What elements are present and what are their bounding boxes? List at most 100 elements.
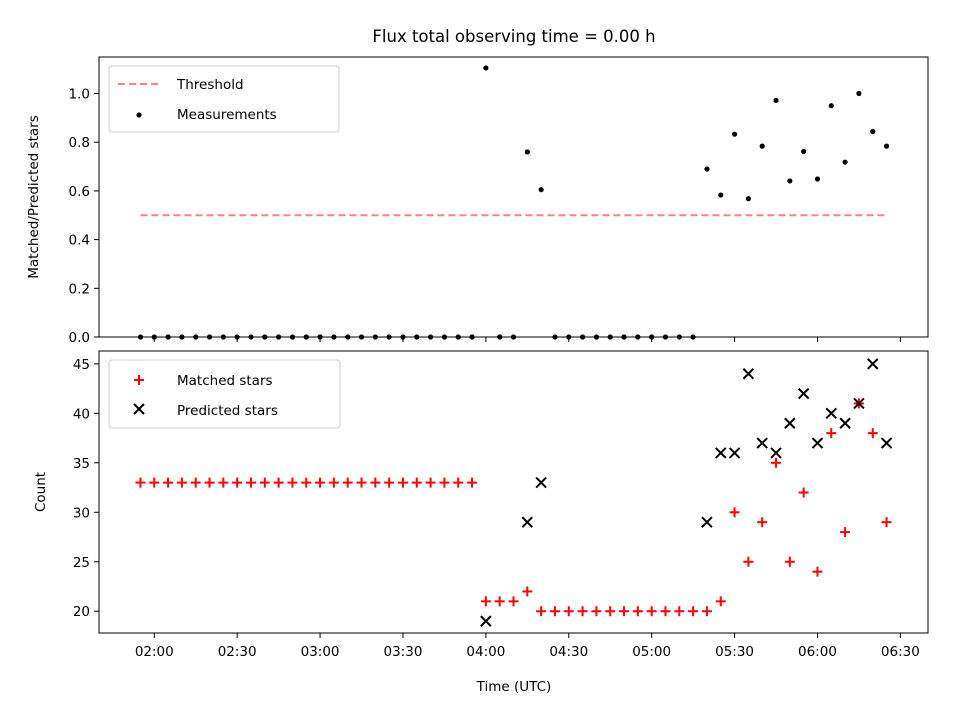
predicted-star-point [797, 387, 810, 400]
predicted-star-point [728, 447, 741, 459]
predicted-star-point [825, 407, 837, 420]
predicted-star-point [770, 447, 782, 459]
x-tick-label: 06:00 [798, 644, 837, 660]
matched-star-point [536, 606, 547, 617]
matched-star-point [273, 477, 284, 488]
x-b [480, 615, 492, 627]
count-y-axis-label: Count [33, 472, 49, 512]
predicted-star-point [839, 417, 851, 429]
x-b [742, 368, 755, 380]
ratio-legend: Threshold Measurements [108, 65, 340, 133]
matched-star-point [826, 428, 837, 439]
predicted-star-point [480, 615, 492, 627]
y-tick-label: 40 [73, 406, 90, 422]
x-tick-label: 06:30 [881, 644, 920, 660]
y-tick: 0.2 [69, 281, 99, 297]
measurement-point [718, 192, 724, 198]
matched-star-point [384, 477, 395, 488]
count-legend-box [108, 359, 341, 429]
measurement-point [538, 187, 544, 193]
matched-star-point [287, 477, 298, 488]
ratio-legend-box [108, 65, 340, 133]
y-tick: 0.8 [69, 135, 99, 151]
y-tick: 0.6 [69, 184, 99, 200]
matched-star-point [729, 507, 740, 518]
predicted-star-point [811, 437, 824, 449]
matched-star-point [425, 477, 436, 488]
y-tick-label: 0.0 [69, 330, 90, 346]
x-b [756, 437, 768, 449]
predicted-star-point [715, 447, 727, 459]
matched-star-point [397, 477, 408, 488]
measurement-point [524, 149, 530, 155]
x-tick: 06:00 [798, 633, 837, 660]
count-legend: Matched stars Predicted stars [108, 359, 341, 429]
y-tick: 1.0 [69, 87, 99, 103]
measurement-point [828, 103, 834, 109]
matched-star-point [701, 606, 712, 617]
x-tick-label: 02:00 [135, 644, 174, 660]
matched-star-point [259, 477, 270, 488]
legend-predicted-label: Predicted stars [177, 403, 278, 419]
y-tick-label: 0.4 [69, 233, 90, 249]
matched-star-point [135, 477, 146, 488]
matched-star-point [743, 556, 754, 567]
x-tick-label: 04:30 [549, 644, 588, 660]
matched-star-point [577, 606, 588, 617]
x-tick-label: 04:00 [466, 644, 505, 660]
legend-measurements-label: Measurements [177, 107, 277, 123]
measurement-point [704, 166, 710, 172]
matched-star-point [218, 477, 229, 488]
matched-star-point [356, 477, 367, 488]
matched-star-point [563, 606, 574, 617]
legend-predicted-swatch [133, 403, 145, 415]
ratio-panel: 0.0 0.2 0.4 0.6 0.8 1.0 Matched/Predicted sta… [26, 56, 929, 346]
matched-star-point [715, 596, 726, 607]
matched-star-point [881, 517, 892, 528]
measurement-point [483, 65, 489, 71]
legend-threshold-label: Threshold [176, 77, 244, 93]
y-tick-label: 1.0 [69, 87, 90, 103]
matched-star-point [245, 477, 256, 488]
matched-star-point [798, 487, 809, 498]
measurement-point [814, 176, 821, 182]
y-tick-label: 25 [73, 555, 90, 571]
matched-star-point [688, 606, 699, 617]
y-tick-label: 35 [73, 456, 90, 472]
matched-star-point [411, 477, 422, 488]
matched-star-point [840, 527, 851, 538]
y-tick-label: 0.6 [69, 184, 90, 200]
predicted-star-point [867, 358, 879, 370]
x-b [535, 476, 547, 489]
y-tick-label: 0.2 [69, 281, 90, 297]
matched-star-point [176, 477, 187, 488]
x-b [853, 397, 865, 410]
matched-star-point [301, 477, 312, 488]
predicted-star-point [784, 417, 796, 429]
y-tick: 25 [73, 555, 99, 571]
count-panel: 20 25 30 35 40 45 02:00 02:30 03:00 03:30 04:00 04… [33, 350, 929, 695]
x-tick-label: 05:00 [632, 644, 671, 660]
matched-star-point [342, 477, 353, 488]
matched-star-point [660, 606, 671, 617]
predicted-star-point [521, 516, 534, 528]
matched-star-point [190, 477, 201, 488]
predicted-star-point [742, 368, 755, 380]
x-tick: 05:00 [632, 633, 671, 660]
x-b [701, 516, 713, 528]
x-b [797, 387, 810, 400]
measurement-point [731, 131, 738, 137]
measurement-point [870, 128, 876, 135]
x-tick: 03:00 [301, 633, 340, 660]
measurement-point [856, 90, 862, 97]
matched-star-point [149, 477, 160, 488]
x-b [728, 447, 741, 459]
series-predicted-stars [480, 358, 893, 627]
x-tick: 02:00 [135, 633, 174, 660]
matched-star-point [632, 606, 643, 617]
x-b [715, 447, 727, 459]
legend-matched-label: Matched stars [177, 373, 273, 389]
y-tick-label: 0.8 [69, 135, 90, 151]
measurement-point [773, 97, 779, 103]
